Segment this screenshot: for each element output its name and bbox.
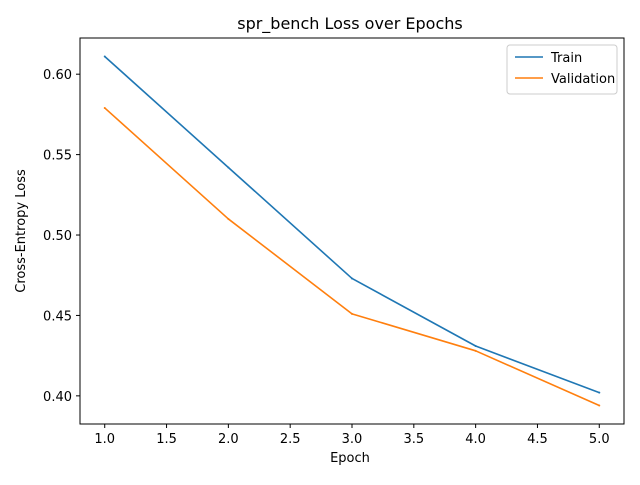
y-tick-label: 0.50 xyxy=(43,229,72,244)
x-tick-label: 4.5 xyxy=(527,432,548,447)
x-tick-label: 5.0 xyxy=(589,432,610,447)
legend-label-validation: Validation xyxy=(551,72,615,87)
legend-label-train: Train xyxy=(550,51,582,66)
y-axis-label: Cross-Entropy Loss xyxy=(14,169,29,293)
y-tick-label: 0.55 xyxy=(43,149,72,164)
chart-title: spr_bench Loss over Epochs xyxy=(237,14,463,34)
x-tick-label: 3.0 xyxy=(342,432,363,447)
data-point-train xyxy=(598,391,601,394)
y-tick-label: 0.45 xyxy=(43,309,72,324)
y-tick-label: 0.60 xyxy=(43,68,72,83)
x-axis-ticks: 1.0 1.5 2.0 2.5 3.0 3.5 4.0 4.5 5.0 xyxy=(94,424,610,447)
data-point-train xyxy=(351,277,353,280)
legend: Train Validation xyxy=(506,44,618,95)
data-point-validation xyxy=(227,217,230,220)
data-point-train xyxy=(227,166,230,169)
data-point-validation xyxy=(598,404,601,407)
x-tick-label: 2.5 xyxy=(280,432,301,447)
x-tick-label: 4.0 xyxy=(465,432,486,447)
x-tick-label: 1.0 xyxy=(94,432,115,447)
data-point-validation xyxy=(103,106,106,109)
y-tick-label: 0.40 xyxy=(43,390,72,405)
x-axis-label: Epoch xyxy=(330,451,370,466)
data-point-train xyxy=(474,344,477,347)
plot-lines xyxy=(103,55,601,407)
data-point-train xyxy=(103,55,106,58)
y-axis-ticks: 0.40 0.45 0.50 0.55 0.60 xyxy=(43,68,80,405)
x-tick-label: 2.0 xyxy=(218,432,239,447)
x-tick-label: 1.5 xyxy=(156,432,177,447)
data-point-validation xyxy=(474,349,477,352)
x-tick-label: 3.5 xyxy=(403,432,424,447)
data-point-validation xyxy=(351,312,353,315)
